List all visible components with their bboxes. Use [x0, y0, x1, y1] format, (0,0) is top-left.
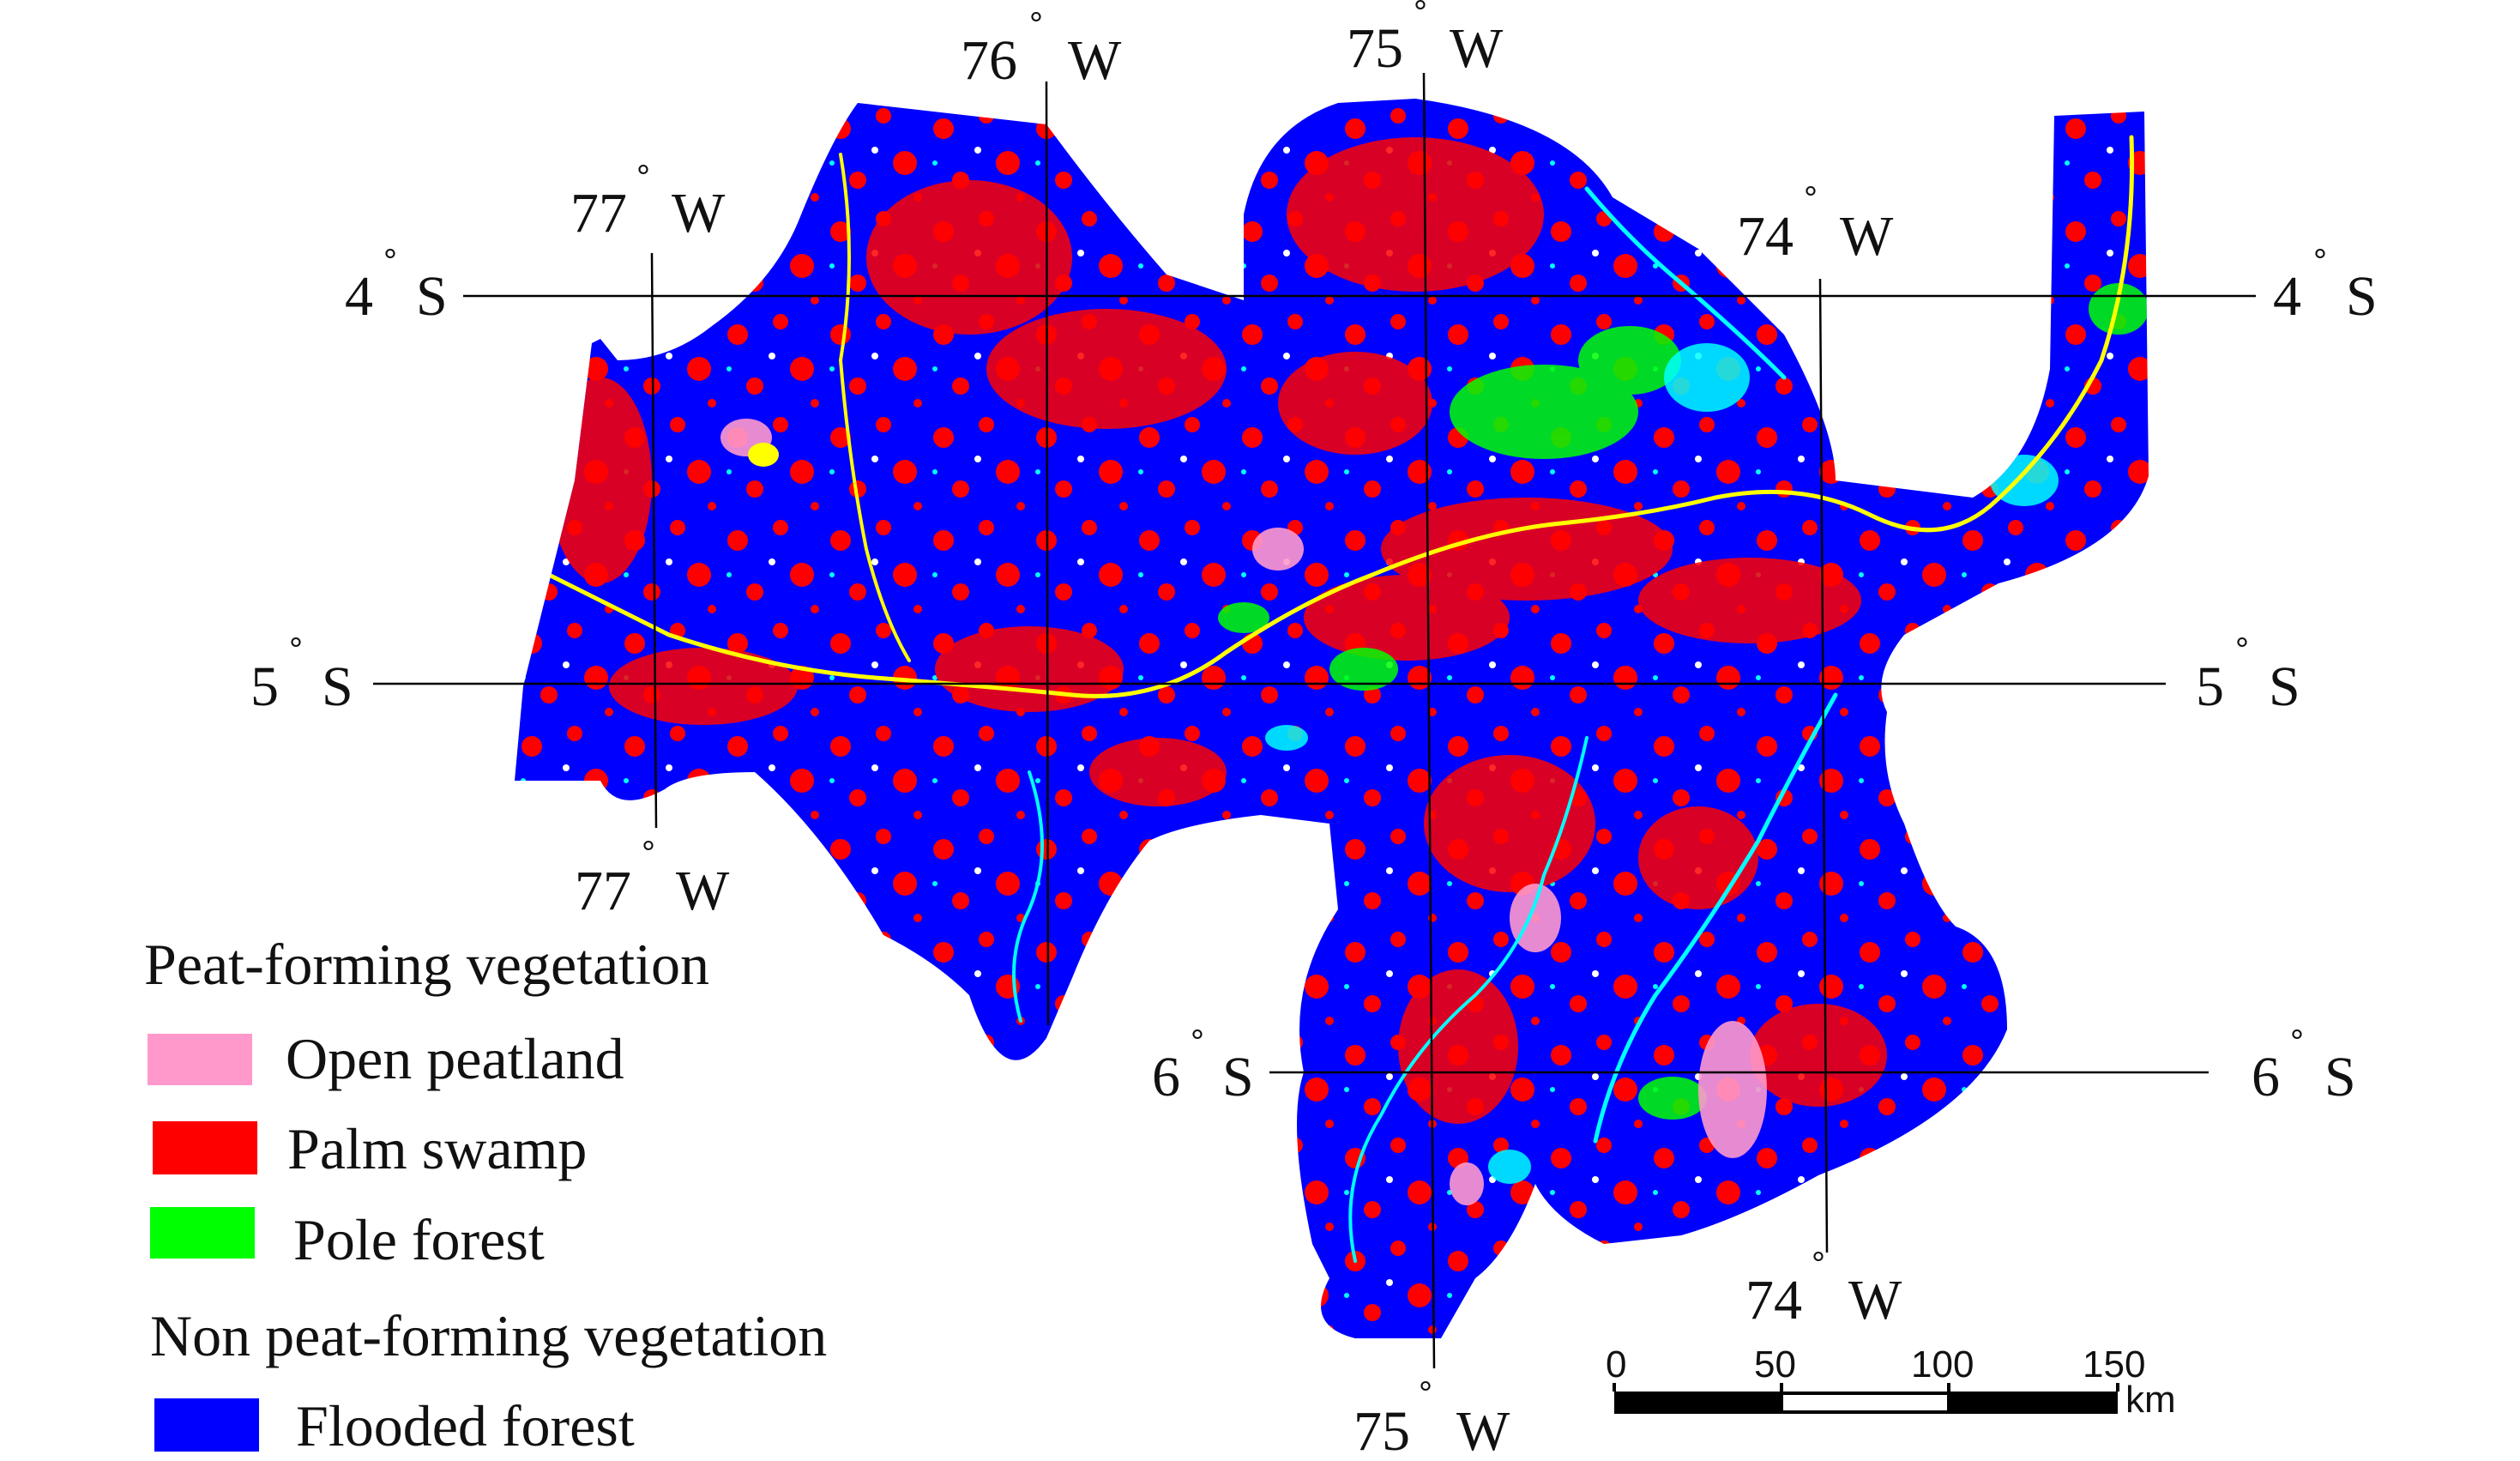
scale-segment-1	[1614, 1392, 1781, 1414]
graticule-labels: 76 ° W 75 ° W 77 ° W 74 ° W 77 ° W 75 ° …	[250, 0, 2378, 1461]
open-peatland-patches	[720, 419, 1767, 1205]
legend-swatch-open-peatland	[148, 1034, 252, 1085]
degree-symbol: °	[1414, 0, 1427, 32]
degree-symbol: °	[642, 835, 655, 872]
lon-74w-top-value: 74	[1737, 205, 1794, 268]
degree-symbol: °	[1029, 6, 1043, 44]
west-letter: W	[676, 860, 730, 922]
rivers	[529, 135, 2135, 1263]
lon-77w-line	[650, 252, 658, 829]
legend: Peat-forming vegetation Open peatland Pa…	[144, 932, 827, 1458]
degree-symbol: °	[1804, 180, 1818, 218]
scale-unit: km	[2125, 1379, 2176, 1421]
sediment-patch	[748, 443, 779, 467]
legend-group-peat-forming: Peat-forming vegetation	[144, 932, 709, 997]
south-letter: S	[2324, 1046, 2356, 1108]
lat-6s-right-value: 6	[2252, 1046, 2280, 1108]
scale-bar: 0 50 100 150 km	[1606, 1343, 2176, 1421]
pole-forest-patches	[1218, 283, 2149, 1120]
degree-symbol: °	[383, 243, 397, 281]
degree-symbol: °	[2290, 1023, 2304, 1061]
label-77w-top: 77 ° W	[570, 159, 726, 245]
graticule	[373, 72, 2256, 1369]
south-letter: S	[322, 655, 353, 718]
lon-75w-top-value: 75	[1347, 17, 1403, 80]
lat-5s-right-value: 5	[2196, 655, 2224, 718]
label-77w-bottom: 77 ° W	[575, 835, 730, 922]
open-water-patches	[1265, 343, 2059, 1184]
south-letter: S	[2346, 265, 2378, 328]
label-5s-right: 5 ° S	[2196, 631, 2300, 718]
legend-label-palm-swamp: Palm swamp	[287, 1116, 587, 1181]
label-6s-right: 6 ° S	[2252, 1023, 2356, 1108]
lon-74w-bottom-value: 74	[1745, 1269, 1802, 1331]
lat-5s-left-value: 5	[250, 655, 279, 718]
south-letter: S	[1222, 1046, 1254, 1108]
lat-4s-left-value: 4	[345, 265, 373, 328]
scale-segment-3	[1949, 1392, 2118, 1414]
south-letter: S	[416, 265, 448, 328]
legend-label-pole-forest: Pole forest	[293, 1207, 545, 1272]
label-76w-top: 76 ° W	[961, 6, 1122, 92]
label-4s-right: 4 ° S	[2273, 243, 2378, 328]
label-74w-bottom: 74 ° W	[1745, 1246, 1902, 1331]
scale-tick-0: 0	[1606, 1343, 1626, 1386]
west-letter: W	[1450, 17, 1504, 80]
degree-symbol: °	[2313, 243, 2327, 281]
lon-77w-bottom-value: 77	[575, 860, 631, 922]
lon-75w-line	[1422, 72, 1436, 1369]
scale-segment-2	[1780, 1392, 1950, 1414]
scale-tick-100: 100	[1911, 1343, 1974, 1386]
label-5s-left: 5 ° S	[250, 631, 353, 718]
west-letter: W	[1068, 29, 1122, 92]
legend-swatch-flooded-forest	[154, 1398, 259, 1452]
lat-6s-left-value: 6	[1152, 1046, 1180, 1108]
lon-76w-top-value: 76	[961, 29, 1017, 92]
degree-symbol: °	[2235, 631, 2249, 669]
legend-swatch-pole-forest	[150, 1207, 255, 1259]
lon-75w-bottom-value: 75	[1353, 1400, 1410, 1461]
scale-tick-150: 150	[2083, 1343, 2145, 1386]
degree-symbol: °	[1812, 1246, 1825, 1283]
legend-swatch-palm-swamp	[153, 1121, 257, 1174]
legend-label-open-peatland: Open peatland	[286, 1026, 624, 1091]
degree-symbol: °	[636, 159, 650, 196]
lon-76w-line	[1045, 81, 1050, 1026]
west-letter: W	[1848, 1269, 1902, 1331]
label-74w-top: 74 ° W	[1737, 180, 1894, 268]
west-letter: W	[1456, 1400, 1510, 1461]
south-letter: S	[2269, 655, 2300, 718]
land-cover-region	[515, 99, 2149, 1338]
west-letter: W	[1840, 205, 1894, 268]
legend-group-non-peat-forming: Non peat-forming vegetation	[150, 1303, 827, 1368]
label-6s-left: 6 ° S	[1152, 1023, 1254, 1108]
label-75w-bottom: 75 ° W	[1353, 1375, 1510, 1461]
lon-77w-top-value: 77	[570, 182, 627, 245]
degree-symbol: °	[1191, 1023, 1204, 1061]
degree-symbol: °	[1419, 1375, 1432, 1413]
lon-74w-line	[1818, 278, 1829, 1253]
label-75w-top: 75 ° W	[1347, 0, 1504, 80]
legend-label-flooded-forest: Flooded forest	[296, 1393, 635, 1458]
lat-4s-right-value: 4	[2273, 265, 2301, 328]
degree-symbol: °	[289, 631, 303, 669]
west-letter: W	[672, 182, 726, 245]
label-4s-left: 4 ° S	[345, 243, 448, 328]
scale-tick-50: 50	[1754, 1343, 1796, 1386]
